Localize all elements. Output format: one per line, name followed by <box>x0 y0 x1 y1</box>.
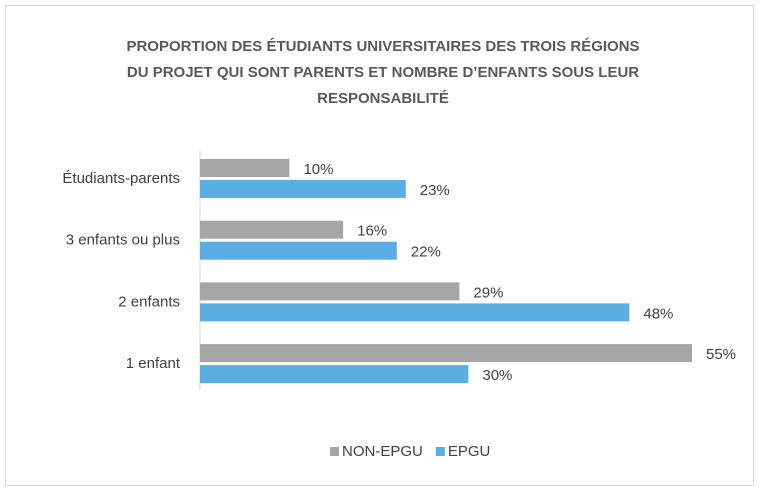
y-tick-label: 3 enfants ou plus <box>66 232 180 249</box>
chart-title: DU PROJET QUI SONT PARENTS ET NOMBRE D’E… <box>127 64 639 81</box>
bar <box>200 365 469 384</box>
value-label: 16% <box>357 223 387 240</box>
value-label: 48% <box>643 305 673 322</box>
y-tick-label: 2 enfants <box>118 293 180 310</box>
legend-swatch <box>330 447 339 456</box>
bar <box>200 220 344 239</box>
value-label: 10% <box>303 161 333 178</box>
chart-title: RESPONSABILITÉ <box>317 90 449 107</box>
chart-title: PROPORTION DES ÉTUDIANTS UNIVERSITAIRES … <box>126 38 639 55</box>
legend-swatch <box>435 447 445 456</box>
bar <box>200 282 460 301</box>
legend-label: NON-EPGU <box>342 443 423 460</box>
bar <box>200 344 692 363</box>
value-label: 30% <box>482 367 512 384</box>
y-tick-label: Étudiants-parents <box>62 170 180 187</box>
bar <box>200 241 397 260</box>
bar <box>200 303 630 322</box>
y-tick-label: 1 enfant <box>126 355 181 372</box>
bar <box>200 159 290 177</box>
bar <box>200 180 406 198</box>
value-label: 55% <box>706 346 736 363</box>
value-label: 23% <box>420 182 450 199</box>
value-label: 22% <box>411 244 441 261</box>
value-label: 29% <box>473 284 503 301</box>
legend-label: EPGU <box>448 443 491 460</box>
